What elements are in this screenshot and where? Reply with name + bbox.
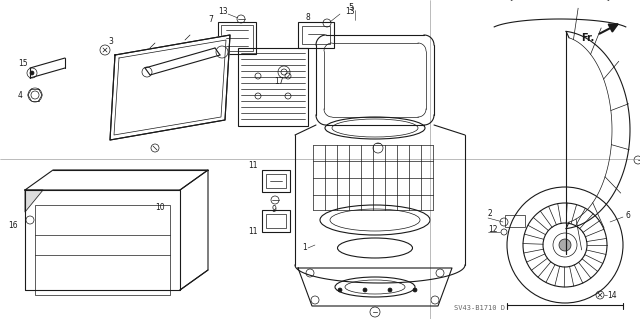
Text: 7: 7 — [208, 14, 213, 24]
Text: 15: 15 — [18, 58, 28, 68]
Text: 5: 5 — [348, 4, 353, 12]
Polygon shape — [25, 190, 43, 212]
Text: 11: 11 — [248, 227, 257, 236]
Circle shape — [338, 288, 342, 292]
Bar — [262, 170, 290, 192]
Text: 17: 17 — [274, 78, 284, 86]
Bar — [218, 22, 256, 54]
Text: 13: 13 — [218, 8, 228, 17]
Circle shape — [388, 288, 392, 292]
Circle shape — [30, 71, 34, 75]
Text: 4: 4 — [18, 91, 23, 100]
Bar — [266, 174, 286, 188]
Bar — [505, 215, 525, 227]
Text: 6: 6 — [626, 211, 631, 219]
Text: Fr.: Fr. — [580, 33, 594, 43]
Bar — [262, 210, 290, 232]
Circle shape — [413, 288, 417, 292]
Circle shape — [559, 239, 571, 251]
Text: 1: 1 — [302, 243, 307, 253]
Bar — [302, 26, 330, 44]
Bar — [298, 22, 334, 48]
Polygon shape — [110, 35, 230, 140]
Bar — [238, 48, 308, 126]
Text: 16: 16 — [8, 220, 18, 229]
Text: 8: 8 — [306, 13, 310, 23]
Text: 10: 10 — [155, 204, 164, 212]
Text: SV43-B1710 D: SV43-B1710 D — [454, 305, 506, 311]
Polygon shape — [298, 268, 452, 306]
Circle shape — [363, 288, 367, 292]
Text: 13: 13 — [345, 8, 355, 17]
Text: 9: 9 — [272, 205, 277, 214]
Text: 3: 3 — [108, 38, 113, 47]
Bar — [266, 214, 286, 228]
Bar — [221, 25, 253, 51]
Text: 11: 11 — [248, 160, 257, 169]
Text: 14: 14 — [607, 291, 616, 300]
Bar — [35, 205, 170, 295]
Text: 12: 12 — [488, 226, 497, 234]
Text: 2: 2 — [488, 209, 493, 218]
